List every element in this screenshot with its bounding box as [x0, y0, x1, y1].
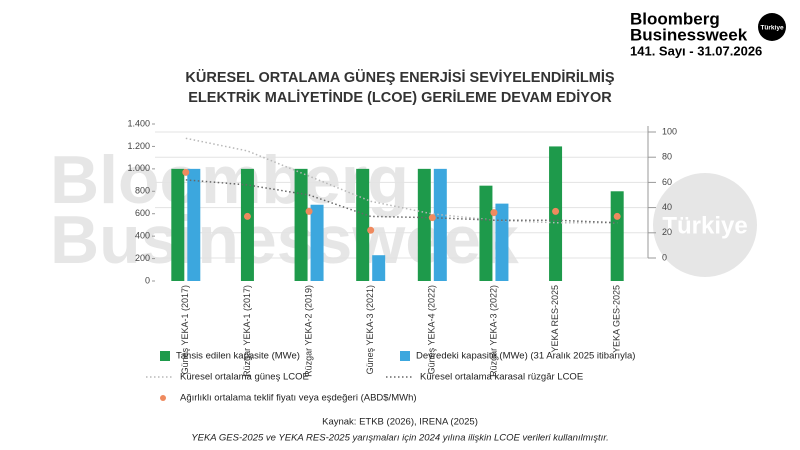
bar [479, 185, 493, 281]
y-tick-label: 800 [135, 186, 150, 196]
watermark: Businessweek [50, 202, 519, 278]
x-tick-label: Güneş YEKA-1 (2017) [180, 285, 190, 374]
dot [428, 214, 436, 222]
brand: Bloomberg [630, 9, 720, 28]
dot [490, 209, 498, 217]
bar [495, 203, 509, 281]
legend-label: Ağırlıklı ortalama teklif fiyatı veya eş… [180, 393, 417, 404]
chart-title: ELEKTRİK MALİYETİNDE (LCOE) GERİLEME DEV… [188, 89, 612, 106]
y-tick-label: 1.000 [127, 163, 150, 173]
y2-tick-label: 80 [662, 152, 672, 162]
chart-title: KÜRESEL ORTALAMA GÜNEŞ ENERJİSİ SEVİYELE… [185, 69, 614, 86]
dot [552, 207, 560, 215]
dot [613, 212, 621, 220]
x-tick-label: YEKA GES-2025 [612, 285, 622, 353]
issue: 141. Sayı - 31.07.2026 [630, 43, 762, 58]
legend-label: Küresel ortalama güneş LCOE [180, 372, 309, 383]
y-tick-label: 0 [145, 275, 150, 285]
bar [356, 168, 370, 281]
x-tick-label: Rüzgar YEKA-3 (2022) [488, 285, 498, 377]
badge-text: Türkiye [760, 25, 784, 32]
y-tick-label: 1.200 [127, 141, 150, 151]
y2-tick-label: 100 [662, 126, 677, 136]
x-tick-label: Rüzgar YEKA-1 (2017) [242, 285, 252, 377]
bar [610, 191, 624, 281]
watermark-badge [653, 173, 757, 277]
bar [372, 255, 386, 281]
bar [240, 168, 254, 281]
watermark: Bloomberg [50, 142, 409, 218]
legend-swatch [160, 395, 166, 401]
y2-tick-label: 0 [662, 252, 667, 262]
y-tick-label: 400 [135, 231, 150, 241]
line [185, 137, 618, 224]
bar [171, 168, 185, 281]
dot [367, 226, 375, 234]
legend-swatch [160, 351, 170, 361]
bar [187, 168, 201, 281]
note: YEKA GES-2025 ve YEKA RES-2025 yarışmala… [191, 433, 608, 444]
y-tick-label: 1.400 [127, 118, 150, 128]
y2-tick-label: 40 [662, 202, 672, 212]
brand: Businessweek [630, 25, 748, 44]
y-tick-label: 600 [135, 208, 150, 218]
dot [305, 207, 313, 215]
x-tick-label: YEKA RES-2025 [550, 285, 560, 353]
bar [417, 168, 431, 281]
badge [758, 13, 786, 41]
bar [294, 168, 308, 281]
y2-tick-label: 20 [662, 227, 672, 237]
y-tick-label: 200 [135, 253, 150, 263]
dot [182, 168, 190, 176]
dot [243, 212, 251, 220]
bar [433, 168, 447, 281]
source: Kaynak: ETKB (2026), IRENA (2025) [322, 417, 478, 428]
x-tick-label: Güneş YEKA-4 (2022) [427, 285, 437, 374]
x-tick-label: Güneş YEKA-3 (2021) [365, 285, 375, 374]
legend-label: Tahsis edilen kapasite (MWe) [176, 351, 300, 362]
x-tick-label: Rüzgar YEKA-2 (2019) [303, 285, 313, 377]
legend-swatch [400, 351, 410, 361]
watermark: Türkiye [662, 212, 747, 239]
legend-label: Küresel ortalama karasal rüzgâr LCOE [420, 372, 583, 383]
legend-label: Devredeki kapasite (MWe) (31 Aralık 2025… [416, 351, 635, 362]
bar [310, 204, 324, 281]
y2-tick-label: 60 [662, 177, 672, 187]
line [185, 179, 618, 224]
